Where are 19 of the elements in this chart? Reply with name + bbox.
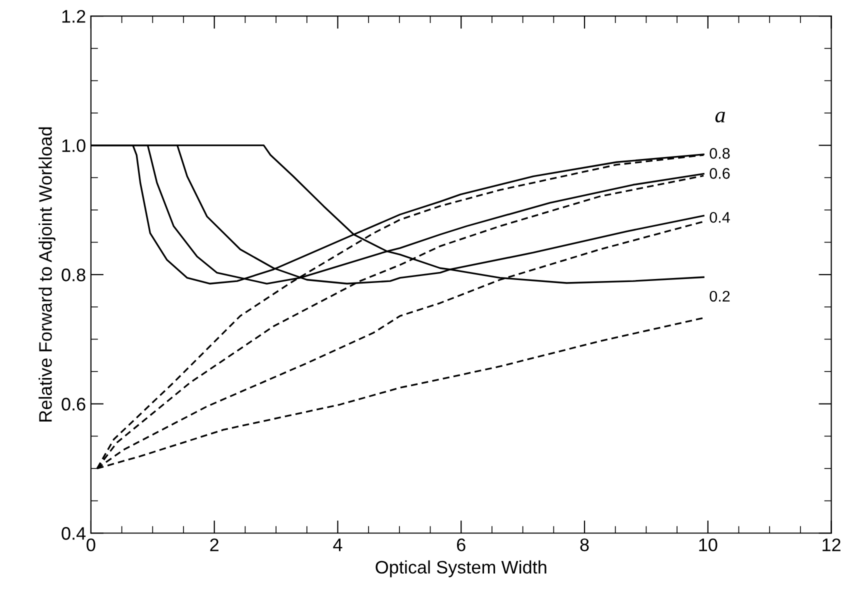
annotation: 0.8: [710, 148, 730, 159]
y-tick-label: 0.6: [62, 398, 86, 411]
x-axis-title: Optical System Width: [376, 560, 546, 578]
annotation: 0.4: [710, 212, 730, 223]
x-tick-label: 10: [699, 538, 718, 552]
x-tick-label: 2: [210, 538, 218, 552]
x-tick-label: 12: [822, 538, 840, 552]
annotation: a: [715, 112, 725, 122]
x-tick-label: 4: [333, 538, 342, 552]
y-tick-label: 1.2: [62, 10, 86, 23]
y-tick-label: 1.0: [62, 139, 86, 152]
x-tick-label: 6: [457, 538, 466, 552]
annotation: 0.6: [710, 168, 730, 179]
y-tick-label: 0.4: [62, 527, 86, 540]
x-tick-label: 0: [86, 538, 96, 552]
y-axis-title: Relative Forward to Adjoint Workload: [38, 127, 56, 422]
y-tick-label: 0.8: [62, 268, 86, 282]
x-tick-label: 8: [580, 538, 589, 552]
annotation: 0.2: [710, 290, 730, 302]
